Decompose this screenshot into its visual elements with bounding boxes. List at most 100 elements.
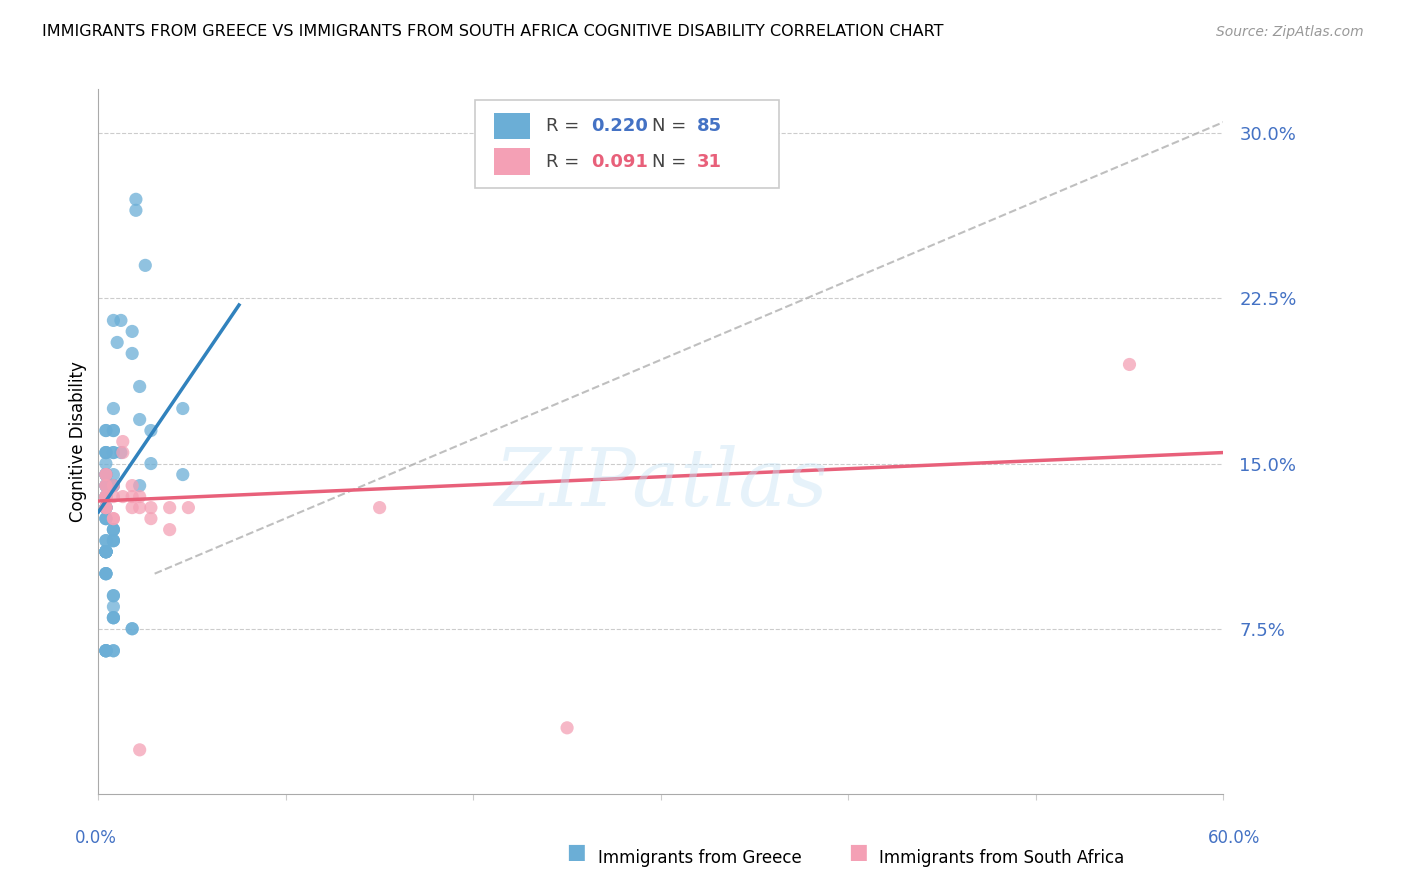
Point bbox=[139, 457, 162, 471]
Point bbox=[110, 445, 132, 459]
Point bbox=[103, 533, 125, 548]
Point bbox=[94, 644, 117, 658]
Point bbox=[121, 346, 143, 360]
Point bbox=[103, 610, 125, 624]
Point bbox=[94, 478, 117, 492]
Point bbox=[94, 478, 117, 492]
Text: ZIPatlas: ZIPatlas bbox=[494, 445, 828, 523]
Text: 0.091: 0.091 bbox=[591, 153, 648, 170]
Point bbox=[94, 424, 117, 438]
Point bbox=[128, 743, 150, 757]
Point bbox=[110, 313, 132, 327]
Text: N =: N = bbox=[652, 153, 692, 170]
Point bbox=[103, 478, 125, 492]
Point bbox=[128, 500, 150, 515]
Point bbox=[111, 490, 134, 504]
Point bbox=[94, 644, 117, 658]
Point bbox=[172, 467, 194, 482]
Point bbox=[177, 500, 200, 515]
Point bbox=[121, 622, 143, 636]
Point bbox=[94, 424, 117, 438]
Point bbox=[94, 644, 117, 658]
Bar bbox=[495, 148, 530, 175]
Point bbox=[94, 500, 117, 515]
Point bbox=[94, 533, 117, 548]
Point bbox=[125, 203, 148, 218]
Point bbox=[1118, 358, 1140, 372]
Point bbox=[103, 533, 125, 548]
Point bbox=[111, 445, 134, 459]
Point bbox=[94, 445, 117, 459]
Point bbox=[121, 622, 143, 636]
Point bbox=[94, 566, 117, 581]
Point bbox=[94, 544, 117, 558]
Point bbox=[103, 644, 125, 658]
Point bbox=[94, 490, 117, 504]
Point bbox=[128, 412, 150, 426]
Point bbox=[103, 511, 125, 525]
Point bbox=[94, 544, 117, 558]
Point bbox=[94, 544, 117, 558]
Point bbox=[94, 544, 117, 558]
Text: Immigrants from South Africa: Immigrants from South Africa bbox=[879, 849, 1123, 867]
Point bbox=[103, 523, 125, 537]
Point bbox=[94, 644, 117, 658]
Point bbox=[94, 490, 117, 504]
Point bbox=[94, 566, 117, 581]
Point bbox=[555, 721, 578, 735]
Point bbox=[125, 192, 148, 206]
Point bbox=[94, 445, 117, 459]
Point bbox=[103, 511, 125, 525]
Point bbox=[94, 500, 117, 515]
Point bbox=[134, 259, 156, 273]
Text: R =: R = bbox=[546, 153, 585, 170]
Point bbox=[94, 500, 117, 515]
Point bbox=[103, 589, 125, 603]
Point bbox=[368, 500, 391, 515]
Point bbox=[94, 467, 117, 482]
Point bbox=[103, 523, 125, 537]
Point bbox=[103, 610, 125, 624]
Point bbox=[94, 544, 117, 558]
Point bbox=[139, 500, 162, 515]
Point bbox=[94, 478, 117, 492]
Point bbox=[103, 490, 125, 504]
Text: IMMIGRANTS FROM GREECE VS IMMIGRANTS FROM SOUTH AFRICA COGNITIVE DISABILITY CORR: IMMIGRANTS FROM GREECE VS IMMIGRANTS FRO… bbox=[42, 24, 943, 38]
Text: 0.0%: 0.0% bbox=[75, 829, 117, 847]
Text: ■: ■ bbox=[567, 842, 586, 862]
Point bbox=[94, 511, 117, 525]
Text: 0.220: 0.220 bbox=[591, 117, 648, 135]
Point bbox=[94, 500, 117, 515]
Point bbox=[103, 478, 125, 492]
Text: ■: ■ bbox=[848, 842, 868, 862]
Text: 60.0%: 60.0% bbox=[1208, 829, 1261, 847]
Point bbox=[103, 599, 125, 614]
Point bbox=[103, 424, 125, 438]
Point bbox=[94, 544, 117, 558]
Point bbox=[103, 523, 125, 537]
Point bbox=[94, 478, 117, 492]
Point bbox=[94, 500, 117, 515]
Point bbox=[94, 566, 117, 581]
Point bbox=[159, 500, 181, 515]
Point bbox=[103, 467, 125, 482]
Point bbox=[94, 467, 117, 482]
Point bbox=[103, 610, 125, 624]
Point bbox=[121, 490, 143, 504]
Point bbox=[121, 478, 143, 492]
Point bbox=[94, 490, 117, 504]
Point bbox=[103, 313, 125, 327]
Point bbox=[94, 644, 117, 658]
Point bbox=[139, 424, 162, 438]
Point bbox=[94, 457, 117, 471]
Point bbox=[103, 533, 125, 548]
Point bbox=[94, 467, 117, 482]
Y-axis label: Cognitive Disability: Cognitive Disability bbox=[69, 361, 87, 522]
Point bbox=[94, 511, 117, 525]
Point bbox=[103, 478, 125, 492]
Point bbox=[103, 445, 125, 459]
Point bbox=[94, 500, 117, 515]
Point bbox=[94, 490, 117, 504]
Point bbox=[139, 511, 162, 525]
Point bbox=[94, 490, 117, 504]
